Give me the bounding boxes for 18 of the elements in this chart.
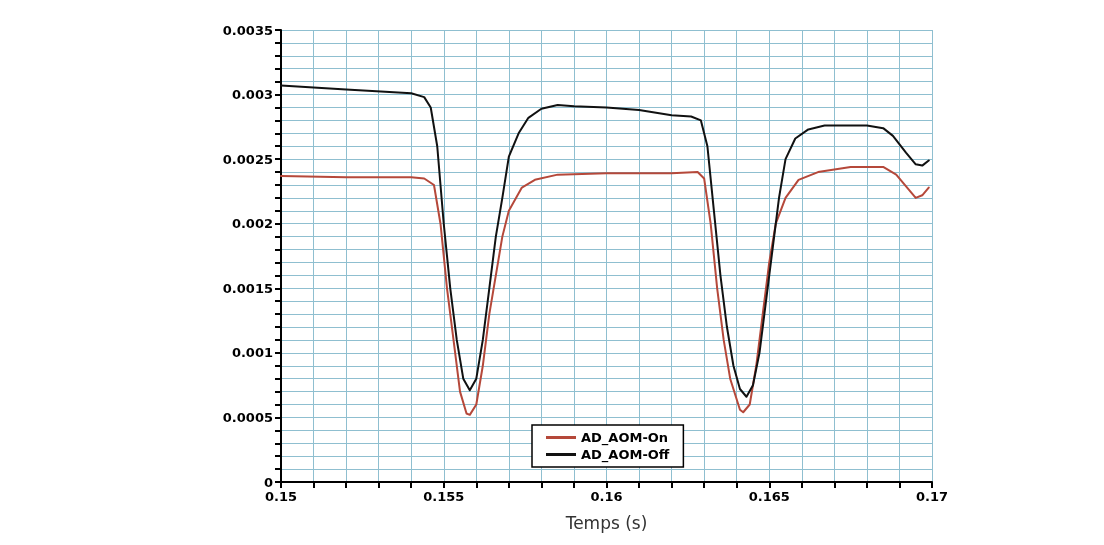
y-tick-label: 0.0025 [222,151,273,167]
x-tick-label: 0.155 [423,489,465,504]
y-tick-label: 0 [263,474,273,490]
y-tick-label: 0.0035 [222,22,273,38]
x-tick-label: 0.17 [915,489,949,504]
y-tick-label: 0.003 [231,87,273,103]
y-tick-label: 0.0015 [222,280,273,296]
y-tick-label: 0.002 [231,216,273,232]
line-series [280,84,930,398]
line-series [280,165,930,416]
x-tick-label: 0.15 [264,489,298,504]
legend-label: AD_AOM-Off [581,447,670,463]
x-axis-title: Temps (s) [564,512,648,533]
legend-label: AD_AOM-On [581,430,669,446]
x-tick-label: 0.165 [748,489,790,504]
x-tick-label: 0.16 [590,489,623,504]
y-tick-label: 0.001 [231,345,273,361]
y-tick-label: 0.0005 [222,409,273,425]
